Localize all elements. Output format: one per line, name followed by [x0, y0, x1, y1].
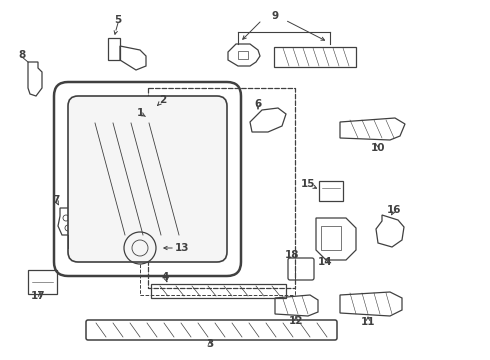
- Text: 16: 16: [387, 205, 401, 215]
- FancyBboxPatch shape: [68, 96, 227, 262]
- Text: 1: 1: [136, 108, 144, 118]
- Text: 12: 12: [289, 316, 303, 326]
- FancyBboxPatch shape: [54, 82, 241, 276]
- Text: 14: 14: [318, 257, 332, 267]
- Text: 5: 5: [114, 15, 122, 25]
- Bar: [321, 226, 341, 250]
- Text: 11: 11: [361, 317, 375, 327]
- Text: 15: 15: [301, 179, 315, 189]
- Text: 6: 6: [254, 99, 262, 109]
- Text: 8: 8: [19, 50, 25, 60]
- Text: 3: 3: [206, 339, 214, 349]
- Text: 2: 2: [159, 95, 167, 105]
- Text: 13: 13: [175, 243, 189, 253]
- Bar: [238, 51, 248, 59]
- Text: 9: 9: [271, 11, 278, 21]
- Text: 17: 17: [31, 291, 45, 301]
- Text: 18: 18: [285, 250, 299, 260]
- Text: 4: 4: [161, 272, 169, 282]
- Text: 7: 7: [52, 195, 60, 205]
- Text: 10: 10: [371, 143, 385, 153]
